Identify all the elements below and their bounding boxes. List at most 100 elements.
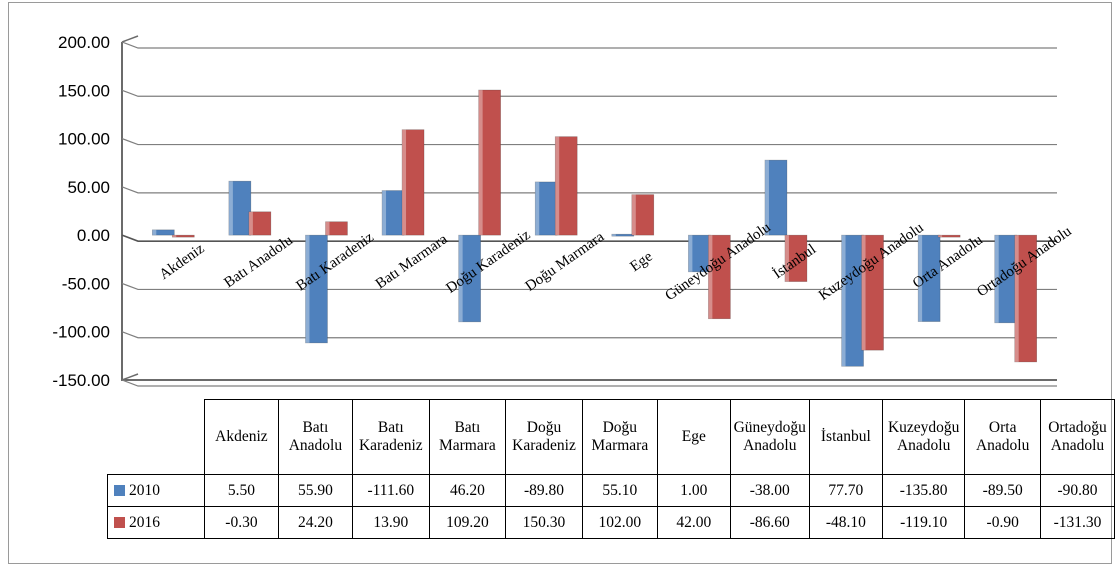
table-cell: -119.10 (881, 506, 966, 539)
bar (764, 159, 788, 236)
bar (151, 229, 175, 236)
bar-highlight (152, 229, 157, 236)
table-cell: -0.90 (964, 506, 1041, 539)
table-header-cell: Batı Karadeniz (351, 399, 430, 475)
bar (611, 233, 635, 237)
table-cell: 102.00 (581, 506, 658, 539)
bar-highlight (535, 181, 540, 236)
y-tick-label: 150.00 (58, 81, 110, 100)
y-tick-label: 200.00 (58, 33, 110, 52)
chart-frame (8, 2, 1112, 564)
y-tick-label: -150.00 (52, 371, 110, 390)
bar (937, 234, 961, 238)
table-cell: 24.20 (277, 506, 353, 539)
table-cell: -131.30 (1039, 506, 1115, 539)
table-header-cell: Doğu Marmara (581, 399, 658, 475)
data-table: Akdeniz Batı Anadolu Batı Karadeniz Batı Ma… (106, 399, 1115, 539)
bar-highlight (478, 89, 483, 236)
table-cell: 109.20 (428, 506, 507, 539)
bar (478, 89, 501, 236)
legend-label: 2016 (129, 513, 160, 531)
category-label: Doğu Karadeniz (443, 227, 533, 297)
bar (554, 136, 578, 236)
bar-highlight (708, 235, 713, 319)
table-header-cell: Ortadoğu Anadolu (1039, 399, 1115, 475)
bar (784, 234, 808, 282)
category-label: Doğu Marmara (523, 229, 608, 295)
axis-frame (121, 42, 1057, 381)
bar (248, 211, 272, 236)
bar (305, 234, 328, 344)
bar-highlight (631, 194, 636, 236)
legend-cell: 2010 (106, 474, 206, 507)
table-header-cell: Batı Anadolu (277, 399, 353, 475)
table-cell: 55.90 (277, 474, 353, 507)
bar (1014, 234, 1038, 363)
wall-edge (121, 35, 139, 43)
bar (401, 129, 425, 236)
bar-highlight (555, 136, 560, 236)
y-tick-label: -100.00 (52, 323, 110, 342)
bar-highlight (325, 221, 330, 236)
table-cell: 13.90 (351, 506, 430, 539)
gridline (121, 41, 1057, 49)
bar-highlight (938, 235, 943, 238)
bar (917, 234, 941, 322)
bar (228, 180, 252, 236)
bar-highlight (402, 129, 407, 236)
bar (708, 234, 731, 320)
table-cell: 150.30 (505, 506, 583, 539)
table-cell: 55.10 (581, 474, 658, 507)
bar-highlight (248, 211, 253, 236)
gridline (121, 282, 1057, 291)
floor-edge (121, 373, 139, 381)
y-tick-label: 0.00 (77, 226, 110, 245)
table-cell: 42.00 (656, 506, 731, 539)
bar-highlight (228, 181, 233, 236)
bar-highlight (764, 160, 769, 236)
category-label: Batı Marmara (373, 231, 451, 292)
table-header-cell: Doğu Karadeniz (505, 399, 583, 475)
table-header-cell: Akdeniz (204, 399, 279, 475)
table-cell: -38.00 (729, 474, 810, 507)
bar-highlight (172, 235, 177, 238)
legend-swatch (114, 516, 125, 528)
gridline (121, 331, 1057, 339)
bar-highlight (382, 190, 387, 236)
table-cell: -90.80 (1039, 474, 1115, 507)
table-cell: -0.30 (204, 506, 279, 539)
gridline (121, 379, 1057, 387)
bar (458, 234, 481, 323)
table-cell: 1.00 (656, 474, 731, 507)
bar-highlight (994, 235, 999, 323)
y-tick-label: -50.00 (62, 274, 110, 293)
legend-cell: 2016 (106, 506, 206, 539)
gridline (121, 89, 1057, 97)
table-cell: -135.80 (881, 474, 966, 507)
table-cell: 46.20 (428, 474, 507, 507)
category-label: Ege (627, 248, 656, 275)
bar (325, 221, 348, 236)
bar-chart: 200.00 150.00 100.00 50.00 0.00 -50.00 -100.00… (52, 33, 1075, 390)
bar (861, 234, 884, 351)
table-header-cell: Orta Anadolu (964, 399, 1041, 475)
table-header-cell: Ege (656, 399, 731, 475)
table-header-cell: Güneydoğu Anadolu (729, 399, 810, 475)
table-cell: -48.10 (808, 506, 883, 539)
table-cell: 77.70 (808, 474, 883, 507)
bar-highlight (305, 235, 310, 343)
bar-highlight (784, 235, 789, 282)
gridline (121, 186, 1057, 194)
gridline (121, 138, 1057, 146)
bar-highlight (1014, 235, 1019, 362)
bar-highlight (918, 235, 923, 322)
bar-highlight (611, 234, 616, 237)
table-cell: -89.50 (964, 474, 1041, 507)
category-label: Akdeniz (157, 241, 208, 283)
bar (631, 194, 655, 236)
bar-highlight (458, 235, 463, 322)
gridline (121, 234, 1057, 242)
bar-highlight (861, 235, 866, 351)
table-row: 2016 -0.30 24.20 13.90 109.20 150.30 102.00 42.… (106, 506, 1115, 539)
bar (171, 234, 195, 238)
